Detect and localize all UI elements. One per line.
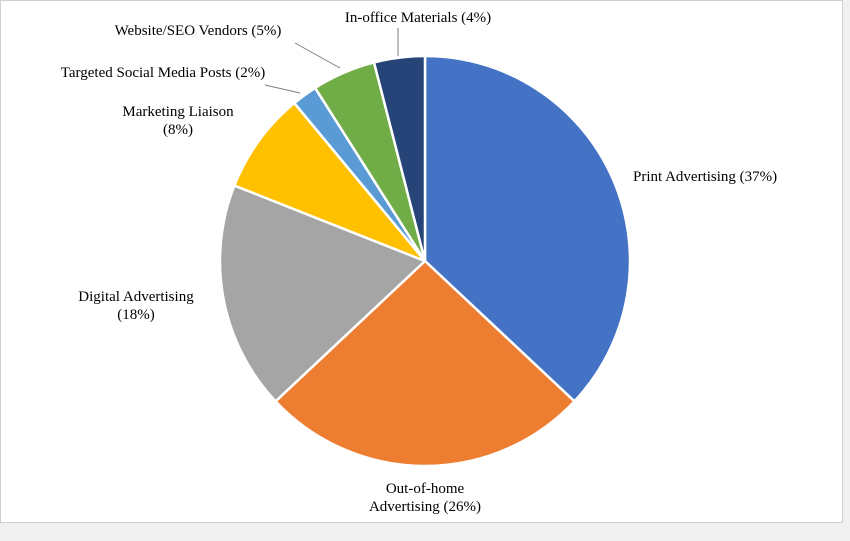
slice-label: Targeted Social Media Posts (2%) (61, 65, 265, 81)
slice-marketing-liaison-8 (233, 101, 427, 263)
slice-label-line: Marketing Liaison (122, 104, 234, 120)
slice-label-line: Out-of-home (386, 481, 465, 497)
slice-label-line: In-office Materials (4%) (345, 10, 491, 26)
slice-label: Print Advertising (37%) (633, 169, 777, 185)
slice-label: Digital Advertising (18%) (78, 289, 194, 323)
leader-line (264, 84, 301, 94)
slice-out-of-home-advertising-26 (274, 259, 576, 468)
slice-print-advertising-37 (423, 54, 632, 403)
slice-label: Website/SEO Vendors (5%) (115, 23, 282, 39)
slice-label-line: Targeted Social Media Posts (2%) (61, 65, 265, 81)
slice-label-line: (8%) (163, 122, 193, 138)
slice-digital-advertising-18 (218, 184, 427, 403)
slice-label-line: Print Advertising (37%) (633, 169, 777, 185)
slice-label: In-office Materials (4%) (345, 10, 491, 26)
slice-in-office-materials-4 (372, 54, 427, 263)
slice-labels: Print Advertising (37%) Out-of-home Advert… (61, 10, 777, 515)
leader-line (294, 42, 341, 69)
slice-label-line: Advertising (26%) (369, 499, 481, 515)
slice-label-line: Digital Advertising (78, 289, 194, 305)
slice-label: Out-of-home Advertising (26%) (369, 481, 481, 515)
slice-label-line: Website/SEO Vendors (5%) (115, 23, 282, 39)
slice-label: Marketing Liaison (8%) (122, 104, 234, 138)
slice-label-line: (18%) (117, 307, 155, 323)
pie-slices (218, 54, 632, 468)
